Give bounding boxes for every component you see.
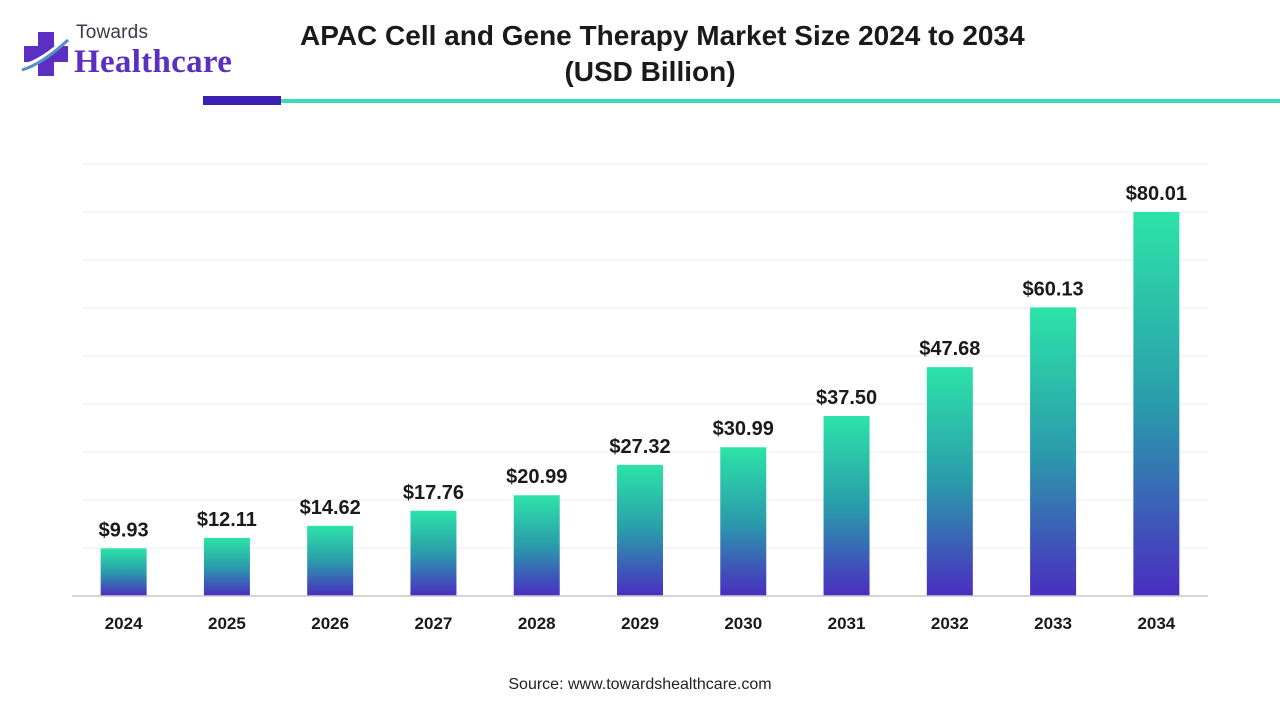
bar-2025: [203, 537, 250, 596]
data-label-2030: $30.99: [713, 418, 774, 440]
data-label-2031: $37.50: [816, 387, 877, 409]
x-tick-2031: 2031: [828, 614, 866, 633]
x-tick-2028: 2028: [518, 614, 556, 633]
header-rule-teal-segment: [281, 99, 1280, 103]
bar-2029: [617, 464, 663, 596]
x-tick-2032: 2032: [931, 614, 969, 633]
x-tick-2024: 2024: [105, 614, 143, 633]
data-label-2024: $9.93: [99, 519, 149, 541]
grid-lines: [82, 163, 1208, 549]
bar-2031: [823, 416, 870, 596]
x-tick-2033: 2033: [1034, 614, 1072, 633]
data-label-2032: $47.68: [919, 338, 980, 360]
data-label-2029: $27.32: [609, 436, 670, 458]
medical-cross-icon: [21, 32, 70, 76]
bars: [100, 211, 1180, 596]
bar-2032: [926, 367, 973, 596]
bar-2030: [720, 447, 767, 596]
x-tick-2034: 2034: [1137, 614, 1175, 633]
logo-word-healthcare: Healthcare: [74, 44, 233, 80]
data-label-2025: $12.11: [197, 509, 257, 531]
data-label-2034: $80.01: [1126, 183, 1187, 205]
header-rule: [203, 96, 1280, 106]
chart-title-line-2: (USD Billion): [564, 56, 736, 87]
x-tick-2030: 2030: [724, 614, 762, 633]
x-tick-2029: 2029: [621, 614, 659, 633]
x-tick-2026: 2026: [311, 614, 349, 633]
data-label-2026: $14.62: [300, 497, 361, 519]
data-label-2027: $17.76: [403, 482, 464, 504]
bar-2027: [410, 510, 457, 596]
data-labels: $9.93 $12.11 $14.62 $17.76 $20.99 $27.32 $30.9…: [99, 183, 1187, 541]
bar-2033: [1030, 307, 1077, 596]
x-tick-labels: 2024 2025 2026 2027 2028 2029 2030 2031 2032 2033…: [105, 614, 1176, 633]
chart-title-line-1: APAC Cell and Gene Therapy Market Size 2…: [300, 20, 1025, 51]
bar-2028: [513, 495, 560, 596]
data-label-2033: $60.13: [1023, 278, 1084, 300]
data-label-2028: $20.99: [506, 466, 567, 488]
header-rule-dark-segment: [203, 96, 281, 105]
logo-word-towards: Towards: [76, 22, 149, 43]
bar-2034: [1133, 211, 1180, 596]
bar-2024: [100, 548, 147, 596]
x-tick-2025: 2025: [208, 614, 246, 633]
bar-2026: [307, 525, 354, 596]
x-tick-2027: 2027: [415, 614, 453, 633]
logo: Towards Healthcare: [18, 20, 238, 86]
chart-title: APAC Cell and Gene Therapy Market Size 2…: [300, 18, 1025, 90]
source-note: Source: www.towardshealthcare.com: [508, 676, 772, 693]
